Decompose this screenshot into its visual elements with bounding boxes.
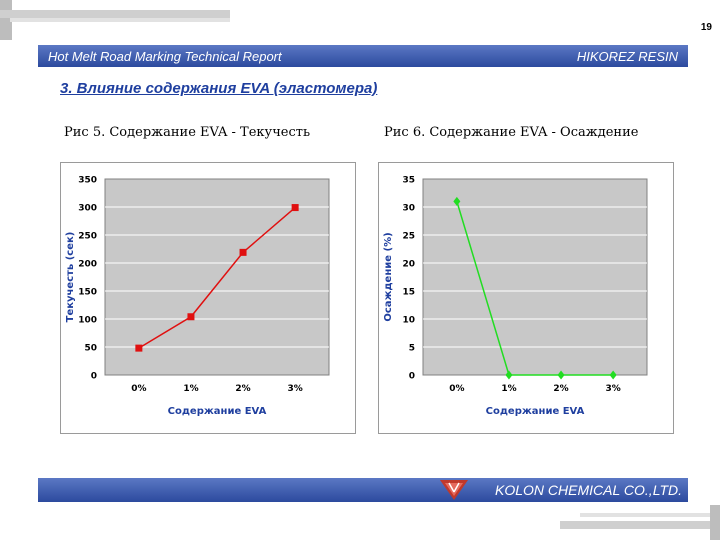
x-tick-label: 3% <box>605 384 620 394</box>
y-tick-label: 200 <box>78 260 97 270</box>
y-tick-label: 350 <box>78 176 97 186</box>
plot-area <box>422 178 648 376</box>
y-tick-label: 30 <box>402 204 415 214</box>
corner-decoration-bottom <box>560 505 720 540</box>
figure-6-caption: Рис 6. Содержание EVA - Осаждение <box>384 125 639 140</box>
x-tick-label: 1% <box>501 384 516 394</box>
y-tick-label: 100 <box>78 316 97 326</box>
data-point <box>609 370 617 380</box>
y-tick-label: 250 <box>78 232 97 242</box>
data-point <box>505 370 513 380</box>
series-line <box>456 201 614 376</box>
y-tick-label: 10 <box>402 316 415 326</box>
header-report-title: Hot Melt Road Marking Technical Report <box>48 48 282 64</box>
chart-1-frame: 0 50 100 150 200 250 300 350 0% 1% 2% 3% Содержание … <box>60 162 356 434</box>
header-brand: HIKOREZ RESIN <box>576 48 678 64</box>
chart-2-frame: 0 5 10 15 20 25 30 35 0% 1% 2% 3% Содержание EVA Осаж… <box>378 162 674 434</box>
y-tick-label: 0 <box>91 372 97 382</box>
x-axis-title: Содержание EVA <box>168 406 267 417</box>
kolon-logo-icon <box>440 480 468 500</box>
data-point <box>557 370 565 380</box>
x-tick-label: 0% <box>131 384 146 394</box>
y-tick-label: 15 <box>402 288 415 298</box>
page-number: 19 <box>700 22 712 33</box>
y-tick-label: 35 <box>402 176 415 186</box>
y-axis-title: Текучесть (сек) <box>65 232 76 323</box>
corner-decoration-top <box>0 0 250 40</box>
data-point <box>291 204 299 212</box>
x-tick-label: 2% <box>235 384 250 394</box>
y-tick-label: 20 <box>402 260 415 270</box>
data-point <box>187 313 195 321</box>
y-tick-label: 0 <box>409 372 415 382</box>
series-line <box>138 206 296 349</box>
chart-sedimentation: 0 5 10 15 20 25 30 35 0% 1% 2% 3% Содержание EVA Осаж… <box>383 176 648 417</box>
chart-flow: 0 50 100 150 200 250 300 350 0% 1% 2% 3% Содержание … <box>65 176 330 417</box>
data-point <box>239 248 247 256</box>
y-tick-label: 5 <box>409 344 415 354</box>
data-point <box>135 344 143 352</box>
figure-5-caption: Рис 5. Содержание EVA - Текучесть <box>64 125 311 140</box>
x-tick-label: 1% <box>183 384 198 394</box>
plot-area <box>104 178 330 376</box>
section-title: 3. Влияние содержания EVA (эластомера) <box>60 80 378 97</box>
x-axis-title: Содержание EVA <box>486 406 585 417</box>
header-bar: Hot Melt Road Marking Technical Report H… <box>38 45 688 67</box>
footer-bar: KOLON CHEMICAL CO.,LTD. <box>38 478 688 502</box>
y-tick-label: 50 <box>84 344 97 354</box>
x-tick-label: 2% <box>553 384 568 394</box>
y-tick-label: 25 <box>402 232 415 242</box>
x-tick-label: 0% <box>449 384 464 394</box>
footer-company: KOLON CHEMICAL CO.,LTD. <box>495 482 682 498</box>
y-axis-title: Осаждение (%) <box>383 232 394 321</box>
x-tick-label: 3% <box>287 384 302 394</box>
y-tick-label: 150 <box>78 288 97 298</box>
data-point <box>453 196 461 206</box>
y-tick-label: 300 <box>78 204 97 214</box>
